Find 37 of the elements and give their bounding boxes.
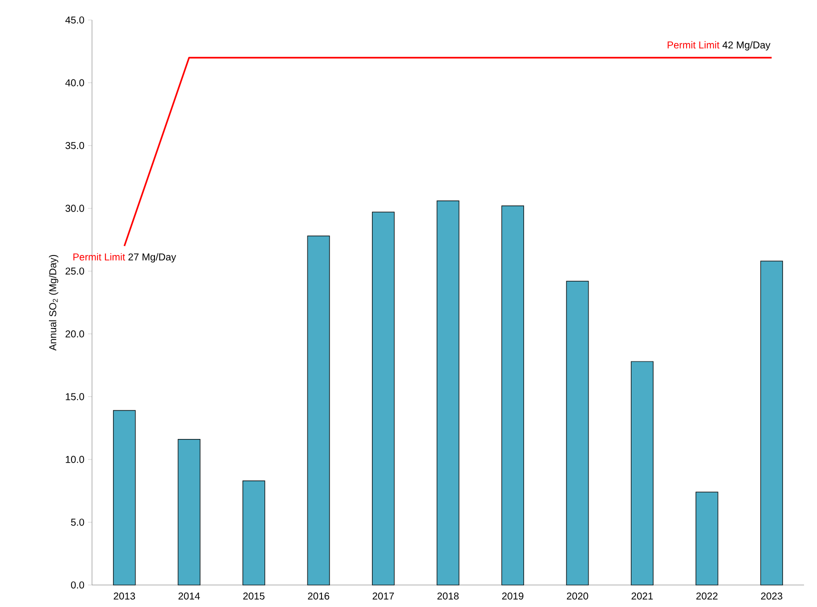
y-tick-label: 0.0 xyxy=(71,581,84,589)
y-tick-label: 20.0 xyxy=(66,330,84,338)
y-tick-label: 35.0 xyxy=(65,142,84,150)
bar xyxy=(436,200,460,586)
bar xyxy=(566,280,589,586)
bar xyxy=(760,260,783,586)
annotation: 27 Mg/Day xyxy=(128,253,176,262)
x-tick-label: 2021 xyxy=(632,592,653,600)
bar xyxy=(372,212,395,586)
x-tick-label: 2020 xyxy=(566,592,588,600)
x-tick-label: 2016 xyxy=(308,592,330,600)
bar xyxy=(178,439,200,586)
series-label: Permit Limit xyxy=(73,253,126,261)
y-tick-label: 15.0 xyxy=(66,393,84,400)
y-tick-label: 40.0 xyxy=(65,79,84,86)
x-tick-label: 2019 xyxy=(502,592,524,600)
y-axis-title: Annual SO$_{2}$ (Mg/Day) xyxy=(48,254,58,351)
y-tick-label: 5.0 xyxy=(71,518,84,526)
text: Permit Limit xyxy=(668,41,720,48)
x-tick-label: 2023 xyxy=(761,592,782,600)
x-tick-label: 2022 xyxy=(696,592,718,600)
x-tick-label: 2013 xyxy=(114,592,136,600)
bar xyxy=(501,206,524,586)
x-tick-label: 2018 xyxy=(437,592,459,600)
y-tick-label: 45.0 xyxy=(65,16,84,24)
bar xyxy=(113,410,136,586)
bar xyxy=(696,492,718,586)
x-tick-label: 2017 xyxy=(372,592,394,600)
bar xyxy=(242,480,266,586)
bar xyxy=(630,361,654,586)
x-tick-label: 2015 xyxy=(243,592,264,600)
annotation: 42 Mg/Day xyxy=(722,41,770,50)
y-tick-label: 10.0 xyxy=(66,456,84,463)
x-tick-label: 2014 xyxy=(178,592,200,600)
y-tick-label: 25.0 xyxy=(66,268,84,275)
bar xyxy=(307,236,330,586)
y-tick-label: 30.0 xyxy=(65,204,84,212)
